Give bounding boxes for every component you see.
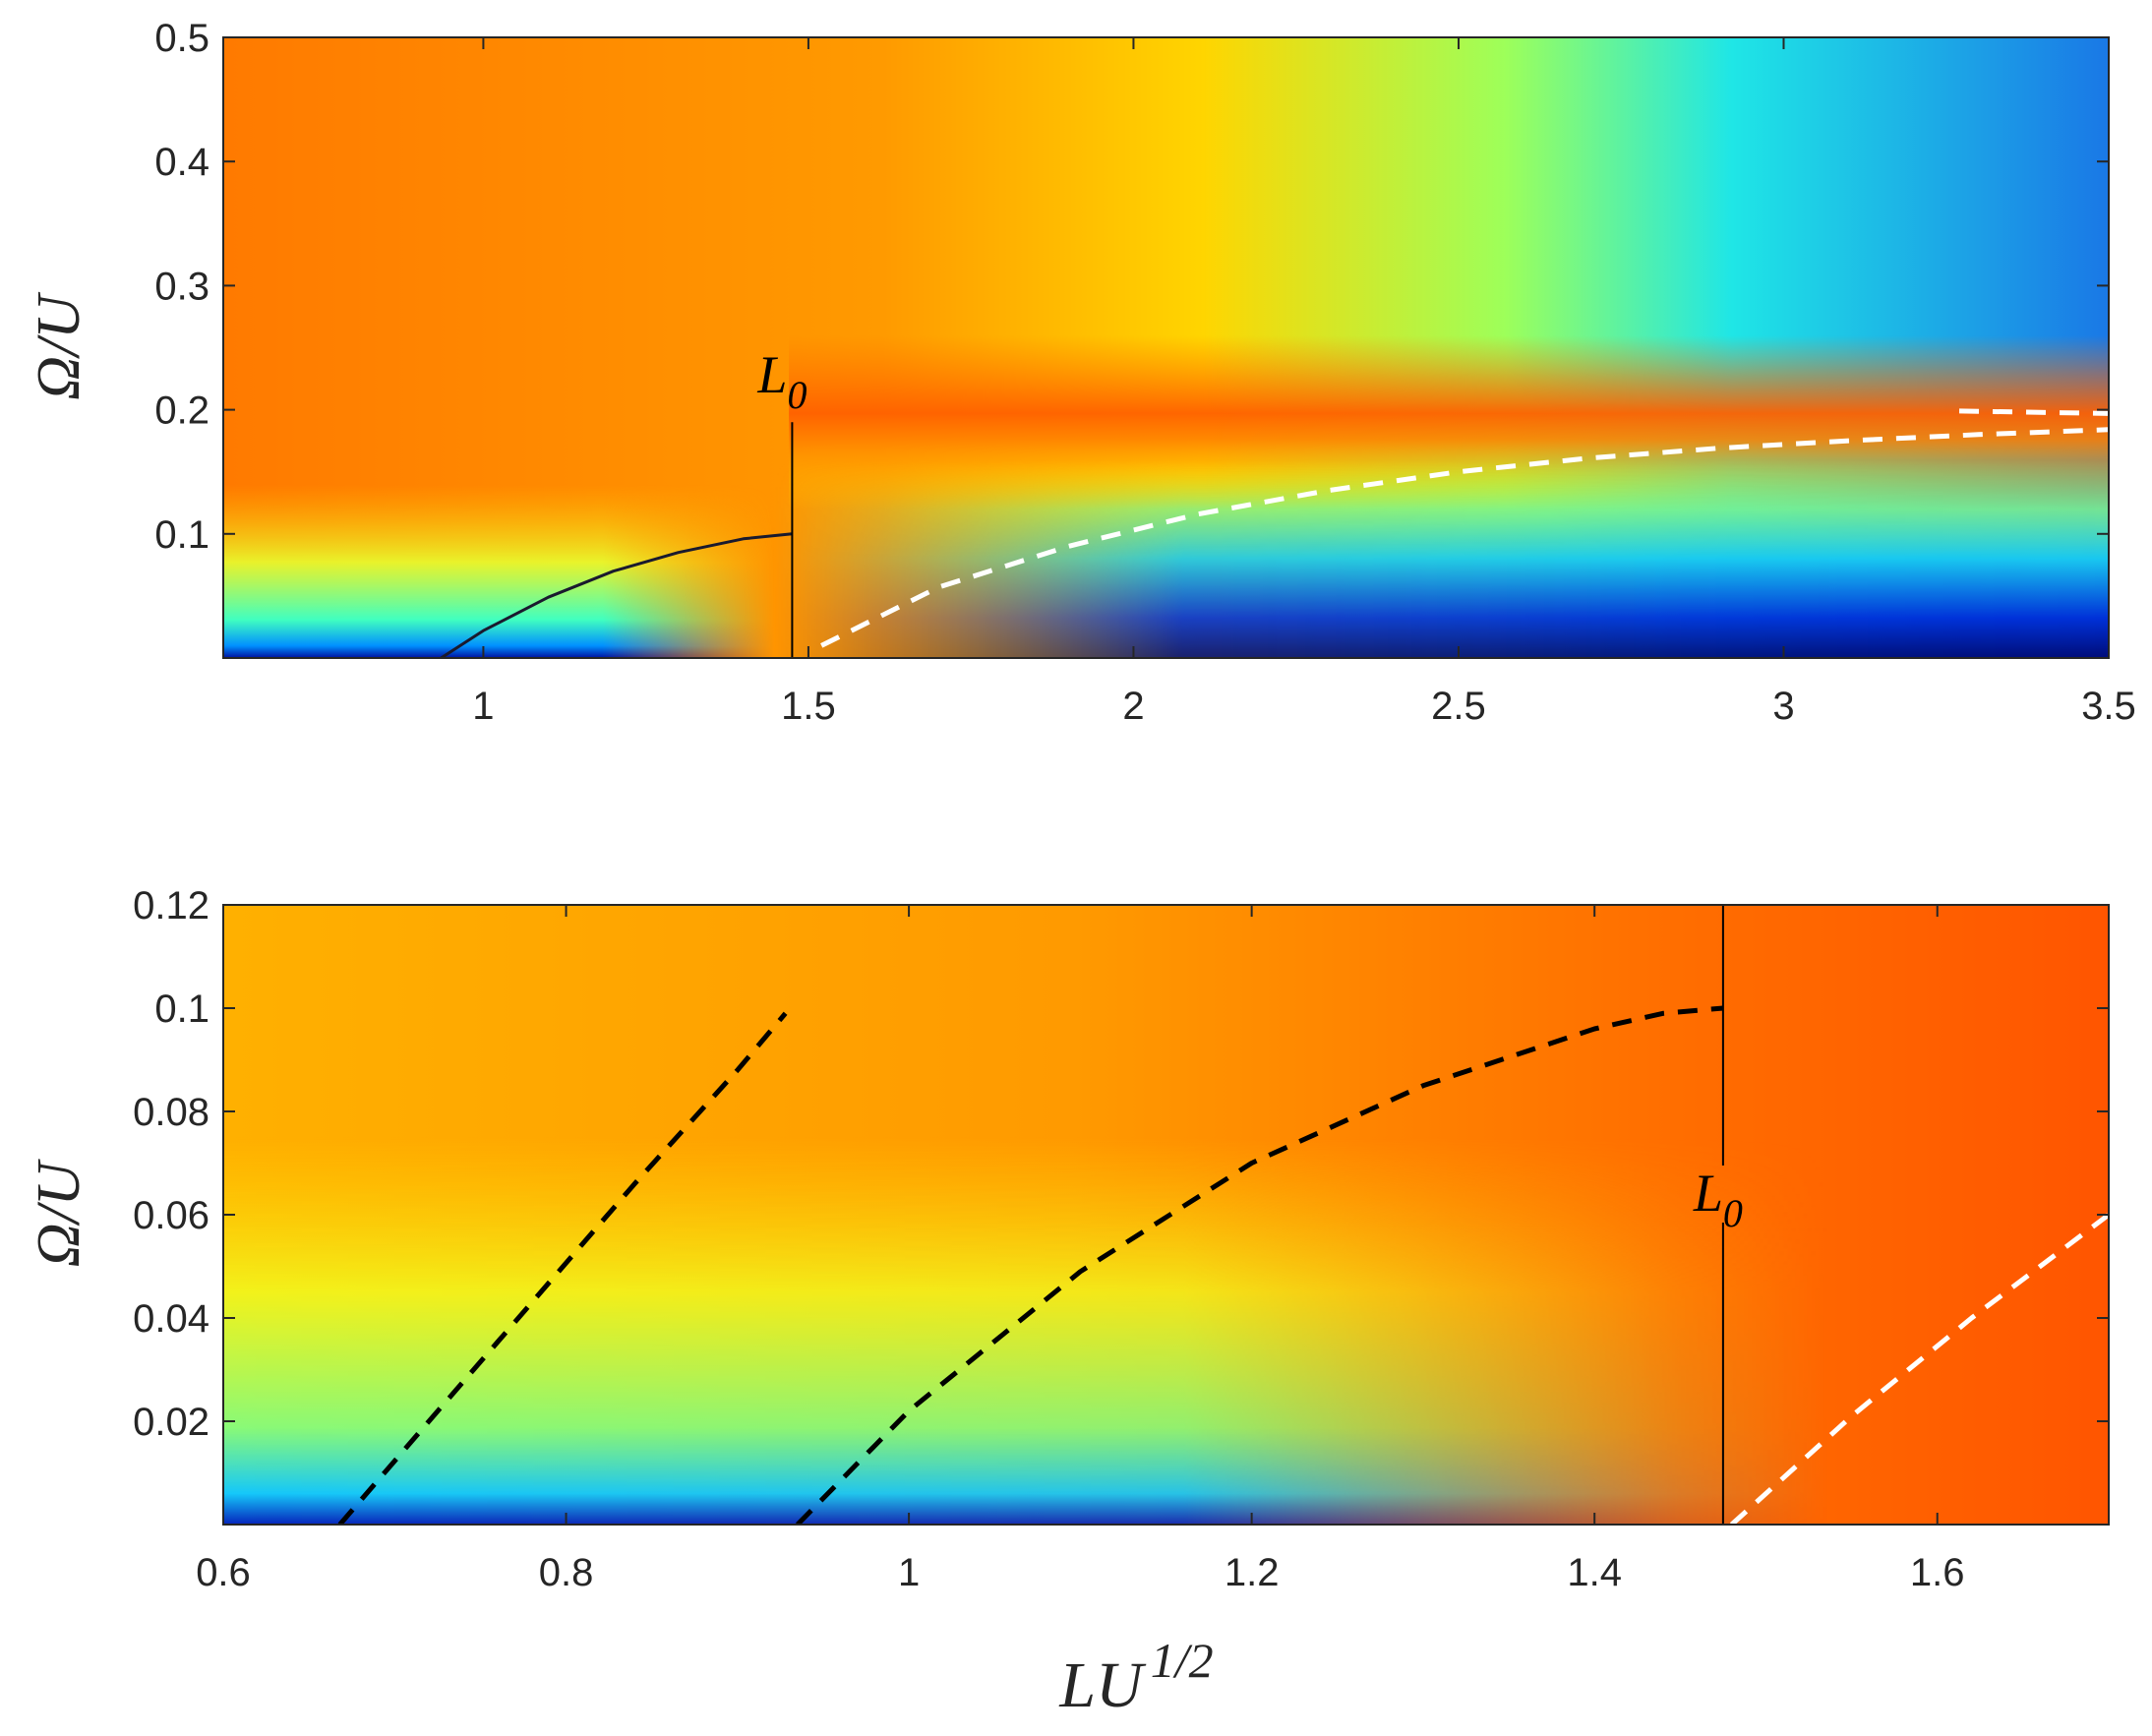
y-tick-label: 0.1 [154,988,209,1031]
l0-marker-label: L0 [756,345,807,417]
bottom-y-axis-label: Ω/U [26,1158,92,1267]
l0-label-subscript: 0 [1723,1191,1743,1235]
x-axis-label-main: LU [1058,1649,1147,1721]
l0-label-main: L [756,345,787,404]
l0-label-main: L [1693,1164,1723,1223]
top-y-axis-label: Ω/U [26,291,92,400]
top-y-ticks: 0.1 0.2 0.3 0.4 0.5 [154,17,2109,557]
y-tick-label: 0.3 [154,265,209,308]
curve-dashed-dark-1 [796,1005,1724,1525]
bottom-x-ticks: 0.6 0.8 1 1.2 1.4 1.6 [196,905,1965,1594]
curve-dashed-white-1 [1958,408,2109,416]
x-tick-label: 1.6 [1910,1551,1965,1594]
top-heatmap-panel: L0 1 1.5 2 2.5 3 3.5 0.1 0.2 0.3 0.4 0.5 Ω/U [26,17,2136,728]
top-curves [440,408,2109,658]
y-tick-label: 0.08 [133,1091,209,1134]
top-l0-marker: L0 [756,345,807,658]
curve-solid-dark-2 [440,532,793,658]
y-tick-label: 0.02 [133,1401,209,1444]
top-axes-frame [222,36,2110,659]
y-tick-label: 0.5 [154,17,209,60]
x-tick-label: 0.8 [539,1551,594,1594]
x-tick-label: 3 [1772,685,1794,728]
y-tick-label: 0.12 [133,884,209,928]
y-tick-label: 0.04 [133,1297,209,1341]
bottom-l0-marker: L0 [1693,905,1743,1525]
top-heatmap-low-right [223,459,2109,658]
x-tick-label: 2.5 [1431,685,1486,728]
y-tick-label: 0.06 [133,1194,209,1237]
x-axis-label: LU 1/2 [1058,1633,1213,1721]
l0-marker-label: L0 [1693,1164,1743,1235]
y-tick-label: 0.4 [154,141,209,184]
top-heatmap-background [223,37,2109,658]
x-tick-label: 1 [472,685,494,728]
x-tick-label: 0.6 [196,1551,251,1594]
x-tick-label: 2 [1122,685,1144,728]
x-tick-label: 1 [898,1551,920,1594]
curve-dashed-white-2 [1729,1213,2109,1525]
x-tick-label: 1.5 [781,685,836,728]
bottom-heatmap-low [223,1137,2109,1525]
y-tick-label: 0.1 [154,513,209,557]
x-axis-label-superscript: 1/2 [1151,1633,1214,1688]
x-tick-label: 1.4 [1567,1551,1622,1594]
y-tick-label: 0.2 [154,389,209,433]
bottom-curves [337,1005,2109,1525]
l0-label-subscript: 0 [787,373,807,417]
bottom-heatmap-panel: L0 0.6 0.8 1 1.2 1.4 1.6 0.020.040.060.080.10… [26,884,2110,1721]
top-x-ticks: 1 1.5 2 2.5 3 3.5 [472,37,2136,728]
x-tick-label: 3.5 [2081,685,2136,728]
curve-dashed-dark-0 [337,1011,788,1525]
bottom-y-ticks: 0.02 0.04 0.06 0.08 0.1 0.12 [133,884,2109,1444]
x-tick-label: 1.2 [1225,1551,1280,1594]
